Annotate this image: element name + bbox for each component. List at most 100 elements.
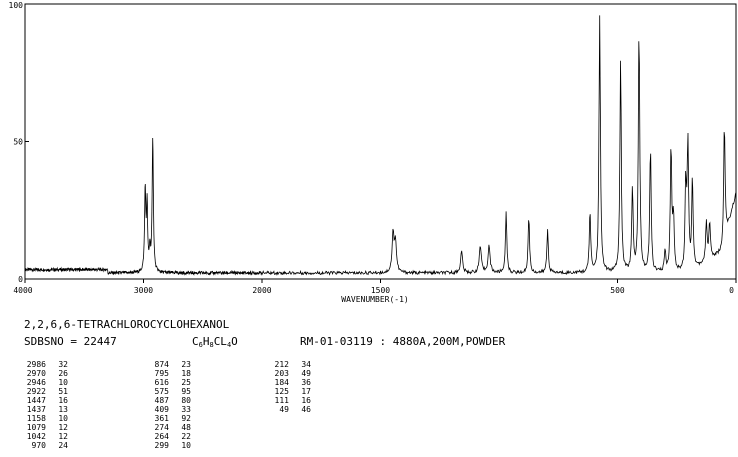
peak-table-row: 203 49 [265,369,311,378]
peak-table-row: 49 46 [265,405,311,414]
peak-table-column-2: 874 23 795 18 616 25 575 95 487 80 409 33 361 92 274 48… [145,360,191,450]
peak-intensity: 33 [181,405,191,414]
peak-intensity: 13 [58,405,68,414]
peak-wavenumber: 1158 [26,414,46,423]
peak-intensity: 46 [301,405,311,414]
y-axis-ticks: 100 50 0 [9,1,29,284]
peak-intensity: 51 [58,387,68,396]
peak-intensity: 10 [58,378,68,387]
peak-intensity: 48 [181,423,191,432]
peak-intensity: 34 [301,360,311,369]
peak-wavenumber: 299 [154,441,169,450]
x-tick-label: 1500 [371,286,390,295]
peak-table-column-3: 212 34 203 49 184 36 125 17 111 16 49 46 [265,360,311,414]
x-axis-label: WAVENUMBER(-1) [341,295,408,304]
peak-table-row: 264 22 [145,432,191,441]
peak-table-row: 575 95 [145,387,191,396]
peak-table-row: 616 25 [145,378,191,387]
peak-wavenumber: 203 [274,369,289,378]
peak-table-row: 409 33 [145,405,191,414]
measurement-method: RM-01-03119 : 4880A,200M,POWDER [300,335,506,348]
peak-intensity: 25 [181,378,191,387]
peak-wavenumber: 264 [154,432,169,441]
peak-intensity: 16 [58,396,68,405]
peak-table-row: 1437 13 [22,405,68,414]
peak-intensity: 92 [181,414,191,423]
peak-table-row: 2946 10 [22,378,68,387]
peak-wavenumber: 1079 [26,423,46,432]
x-tick-label: 2000 [252,286,271,295]
peak-intensity: 22 [181,432,191,441]
peak-table-row: 2986 32 [22,360,68,369]
peak-intensity: 23 [181,360,191,369]
peak-table-row: 970 24 [22,441,68,450]
peak-intensity: 32 [58,360,68,369]
peak-table-row: 125 17 [265,387,311,396]
peak-wavenumber: 2970 [26,369,46,378]
x-tick-label: 0 [729,286,734,295]
peak-table-row: 361 92 [145,414,191,423]
peak-wavenumber: 970 [31,441,46,450]
y-tick-label: 50 [13,138,23,147]
sdbs-number: SDBSNO = 22447 [24,335,117,348]
peak-wavenumber: 212 [274,360,289,369]
peak-intensity: 49 [301,369,311,378]
peak-intensity: 12 [58,432,68,441]
peak-wavenumber: 1437 [26,405,46,414]
peak-table-row: 274 48 [145,423,191,432]
peak-intensity: 95 [181,387,191,396]
peak-wavenumber: 361 [154,414,169,423]
peak-wavenumber: 2986 [26,360,46,369]
peak-wavenumber: 184 [274,378,289,387]
peak-wavenumber: 575 [154,387,169,396]
peak-table-row: 2970 26 [22,369,68,378]
x-axis-ticks: 4000 3000 2000 1500 500 0 [13,279,737,295]
peak-wavenumber: 125 [274,387,289,396]
peak-table-row: 1158 10 [22,414,68,423]
peak-intensity: 10 [58,414,68,423]
compound-name: 2,2,6,6-TETRACHLOROCYCLOHEXANOL [24,318,230,331]
peak-table-row: 1042 12 [22,432,68,441]
peak-wavenumber: 874 [154,360,169,369]
peak-wavenumber: 616 [154,378,169,387]
peak-table-column-1: 2986 32 2970 26 2946 10 2922 51 1447 16 1437 13 1158… [22,360,68,450]
peak-table-row: 487 80 [145,396,191,405]
peak-wavenumber: 2922 [26,387,46,396]
peak-wavenumber: 49 [279,405,289,414]
peak-table-row: 2922 51 [22,387,68,396]
peak-table-row: 874 23 [145,360,191,369]
y-tick-label: 100 [9,1,24,10]
peak-wavenumber: 1447 [26,396,46,405]
spectrum-line [24,15,737,276]
peak-wavenumber: 409 [154,405,169,414]
peak-table-row: 111 16 [265,396,311,405]
peak-wavenumber: 111 [274,396,289,405]
peak-wavenumber: 795 [154,369,169,378]
x-tick-label: 4000 [13,286,32,295]
peak-intensity: 16 [301,396,311,405]
peak-intensity: 18 [181,369,191,378]
peak-intensity: 26 [58,369,68,378]
peak-wavenumber: 274 [154,423,169,432]
peak-table-row: 184 36 [265,378,311,387]
peak-intensity: 10 [181,441,191,450]
x-tick-label: 500 [610,286,625,295]
peak-intensity: 36 [301,378,311,387]
molecular-formula: C6H8CL4O [192,335,238,349]
peak-intensity: 17 [301,387,311,396]
peak-wavenumber: 2946 [26,378,46,387]
peak-intensity: 24 [58,441,68,450]
y-tick-label: 0 [18,275,23,284]
peak-wavenumber: 487 [154,396,169,405]
peak-table-row: 1079 12 [22,423,68,432]
x-tick-label: 3000 [134,286,153,295]
peak-wavenumber: 1042 [26,432,46,441]
peak-intensity: 12 [58,423,68,432]
plot-frame [24,3,737,280]
peak-table-row: 212 34 [265,360,311,369]
peak-table-row: 1447 16 [22,396,68,405]
peak-intensity: 80 [181,396,191,405]
peak-table-row: 299 10 [145,441,191,450]
peak-table-row: 795 18 [145,369,191,378]
